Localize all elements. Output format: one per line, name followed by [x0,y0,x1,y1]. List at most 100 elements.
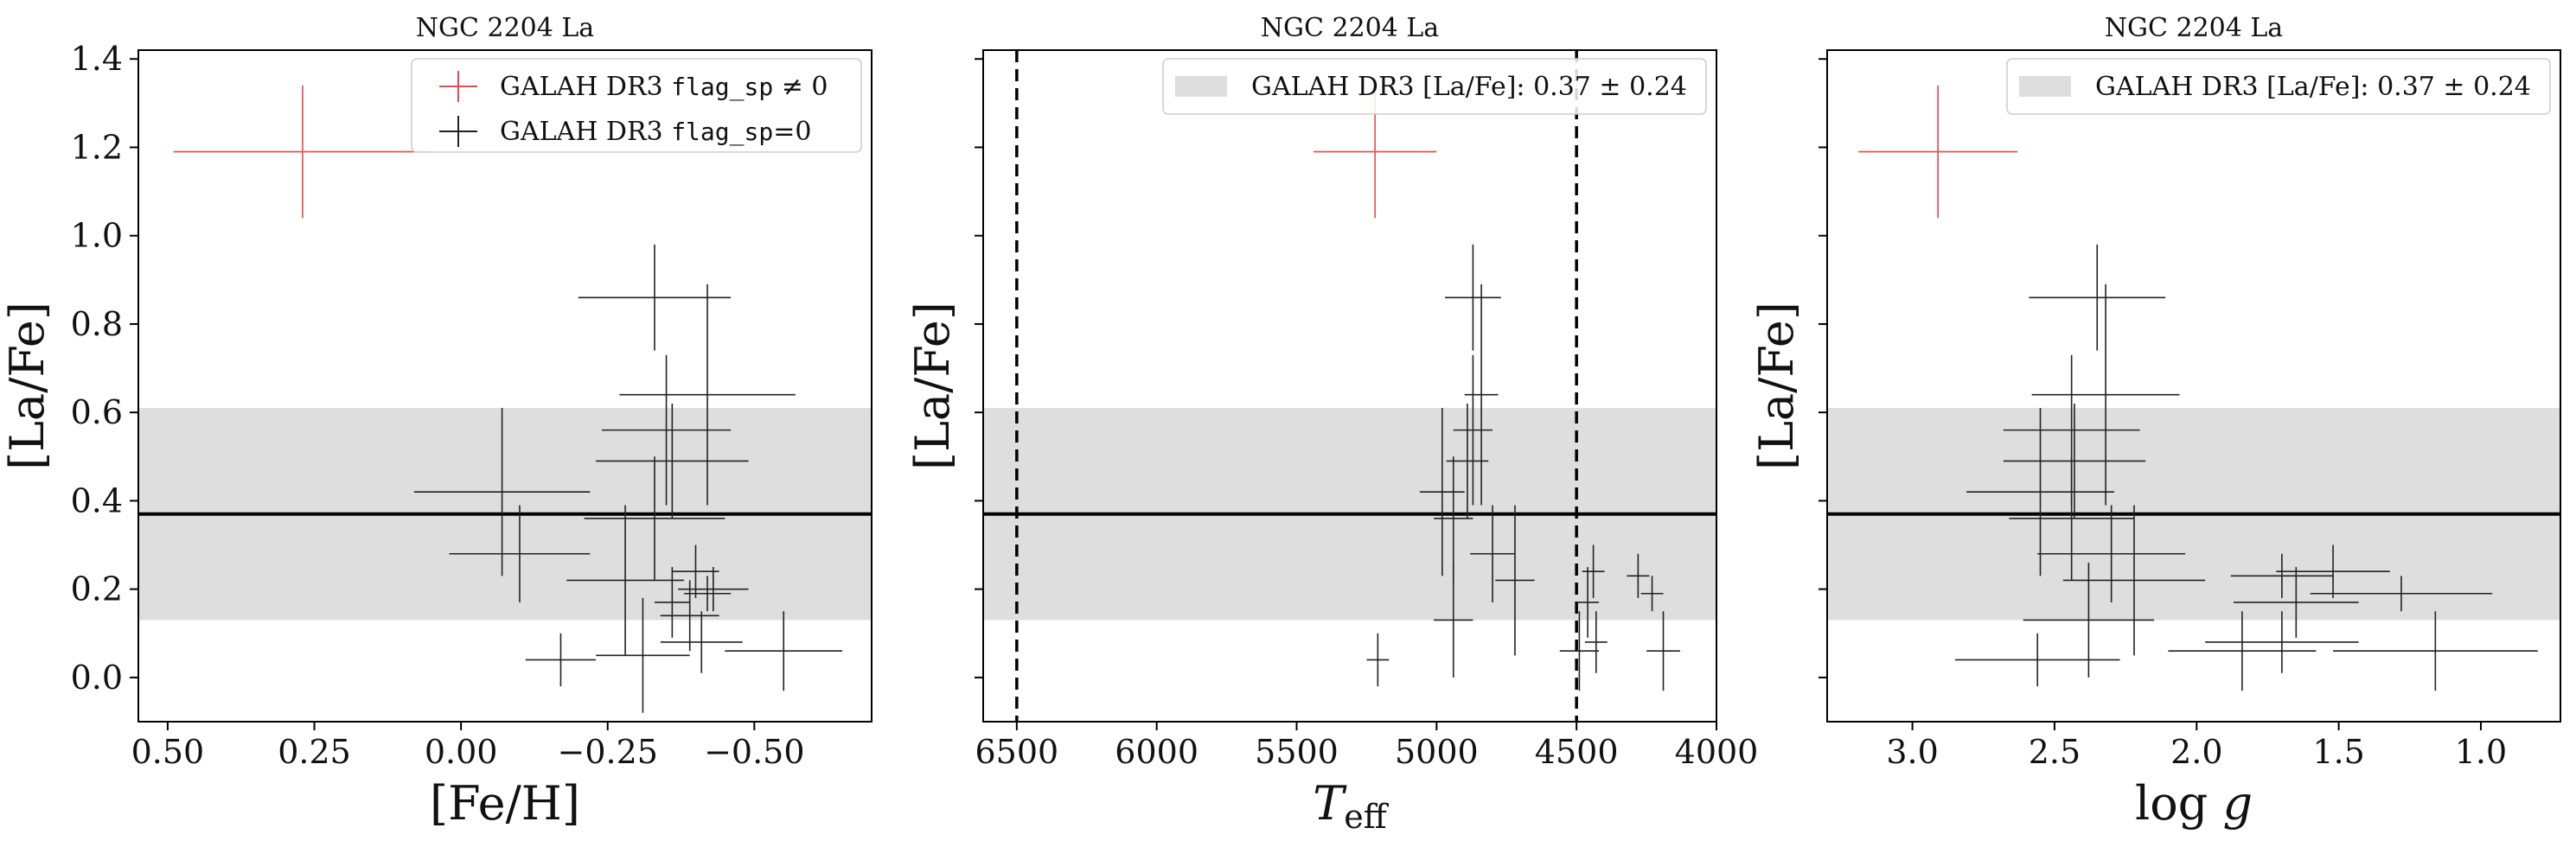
x-tick-label: 5000 [1395,733,1479,771]
legend-label: GALAH DR3 flag_sp ≠ 0 [500,72,828,102]
data-point [1646,611,1680,691]
data-point [1419,408,1465,576]
data-point [2003,403,2146,519]
x-tick-label: 0.50 [131,733,205,771]
data-point [1434,456,1473,581]
data-point [1954,633,2120,687]
data-point [654,567,690,638]
chart-title: NGC 2204 La [2105,13,2284,43]
x-tick-label: 3.0 [1886,733,1938,771]
x-tick-label: 5500 [1255,733,1339,771]
data-point [1584,611,1608,673]
y-tick-label: 1.0 [71,217,123,255]
data-point [2037,505,2186,602]
legend-box [411,58,862,153]
data-point [1858,85,2018,219]
x-tick-label: 6500 [975,733,1058,771]
y-axis-label: [La/Fe] [905,302,960,470]
data-point [566,505,684,656]
y-tick-label: 1.2 [71,128,123,166]
y-tick-label: 0.0 [71,659,123,697]
data-point [173,85,432,219]
data-point [1966,408,2114,576]
data-point [2023,562,2154,678]
data-point [2310,576,2493,612]
panel-1: 0.50 0.25 0.00 −0.25 −0.50 0.0 0.2 0.4 0.6 0.8 1.0… [0,13,873,831]
x-tick-label: 4000 [1675,733,1759,771]
x-tick-label: 1.5 [2312,733,2364,771]
y-tick-label: 1.4 [71,40,123,78]
data-point [1559,611,1600,691]
data-point [596,403,749,519]
x-tick-label: 0.25 [278,733,351,771]
data-point [2234,567,2359,638]
legend-band-swatch [1175,76,1227,97]
axes-frame [137,49,873,723]
data-point [1582,544,1605,598]
chart-title: NGC 2204 La [1261,13,1440,43]
x-tick-label: 1.0 [2455,733,2507,771]
legend-label: GALAH DR3 flag_sp=0 [500,117,811,147]
data-point [2031,283,2180,506]
plot-area [983,50,1716,722]
y-axis-label: [La/Fe] [0,302,54,470]
data-point [2205,611,2359,673]
panel-3: 3.0 2.5 2.0 1.5 1.0 NGC 2204 La log g [La/Fe] GA… [1749,13,2561,831]
data-point [1445,244,1501,351]
data-point [1470,505,1515,602]
data-point [1434,562,1473,678]
y-tick-label: 0.6 [71,393,123,431]
legend-box [1162,58,1707,115]
x-axis-label: log g [2135,776,2253,831]
data-point [683,576,732,612]
data-point [1495,505,1535,656]
legend-label: GALAH DR3 [La/Fe]: 0.37 ± 0.24 [1251,72,1687,102]
legend: GALAH DR3 [La/Fe]: 0.37 ± 0.24 [2006,58,2551,115]
data-point [2230,553,2334,598]
data-point [449,505,591,602]
x-tick-label: 2.5 [2029,733,2081,771]
x-tick-label: −0.50 [704,733,804,771]
data-point [584,456,725,581]
plot-area [138,85,872,713]
data-point [601,354,732,506]
y-axis-label: [La/Fe] [1749,302,1804,470]
data-point [1627,553,1650,598]
x-tick-label: 2.0 [2170,733,2222,771]
legend-label: GALAH DR3 [La/Fe]: 0.37 ± 0.24 [2095,72,2531,102]
data-point [1576,567,1600,638]
legend: GALAH DR3 flag_sp ≠ 0 GALAH DR3 flag_sp=0 [411,58,862,153]
data-point [2276,544,2390,598]
x-axis-label: [Fe/H] [430,776,580,831]
axes-frame [1826,49,2561,723]
panel-2: 6500 6000 5500 5000 4500 4000 NGC 2204 La Teff [… [905,13,1758,836]
data-point [413,408,591,576]
data-point [1453,354,1493,506]
x-tick-label: 0.00 [425,733,498,771]
axes-frame [982,49,1717,723]
plot-area [1827,85,2560,691]
data-point [1366,633,1390,687]
data-point [678,567,749,612]
data-point [660,611,743,673]
data-point [596,597,690,713]
data-point [660,580,719,652]
data-point [1464,283,1499,506]
data-point [2062,505,2206,656]
chart-title: NGC 2204 La [416,13,595,43]
y-tick-label: 0.2 [71,570,123,608]
data-point [2333,611,2538,691]
data-point [2009,456,2134,581]
x-tick-label: 4500 [1535,733,1619,771]
legend: GALAH DR3 [La/Fe]: 0.37 ± 0.24 [1162,58,1707,115]
legend-band-swatch [2019,76,2071,97]
data-point [1640,576,1664,612]
data-point [2029,244,2166,351]
data-point [725,611,843,691]
data-point [619,283,796,506]
x-tick-label: −0.25 [557,733,657,771]
legend-box [2006,58,2551,115]
x-axis-label: Teff [1313,776,1390,836]
data-point [525,633,597,687]
data-point [2168,611,2317,691]
